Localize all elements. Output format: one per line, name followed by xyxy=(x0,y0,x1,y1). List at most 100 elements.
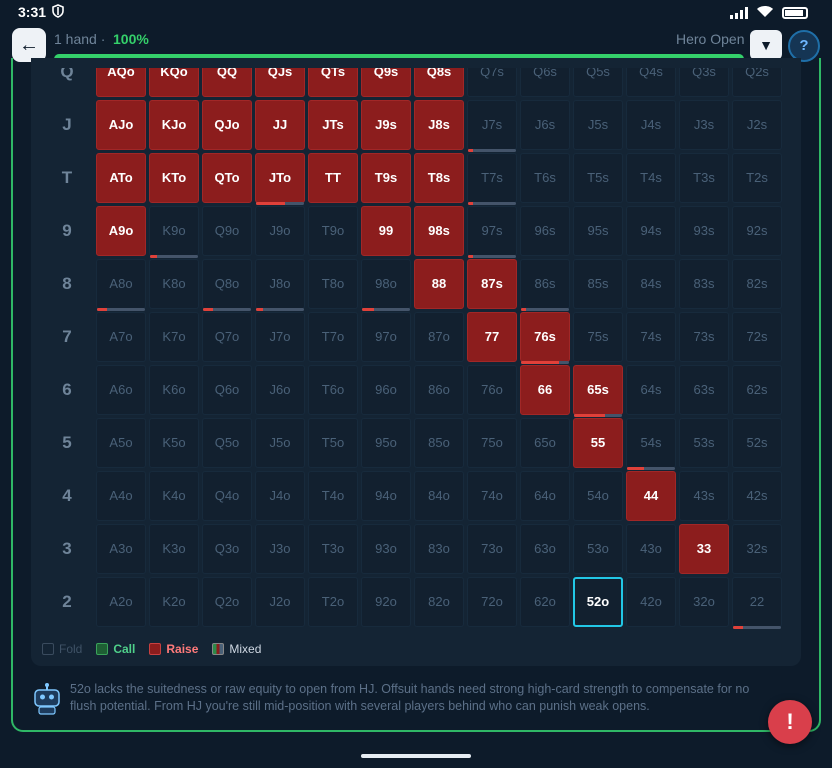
hand-cell[interactable]: T3o xyxy=(308,524,358,574)
hand-cell[interactable]: 74o xyxy=(467,471,517,521)
hand-cell[interactable]: AJo xyxy=(96,100,146,150)
hand-cell[interactable]: 87o xyxy=(414,312,464,362)
hand-cell[interactable]: QTs xyxy=(308,68,358,97)
hand-cell[interactable]: JTo xyxy=(255,153,305,205)
hand-cell[interactable]: 64s xyxy=(626,365,676,415)
hand-cell[interactable]: Q5o xyxy=(202,418,252,468)
hand-cell[interactable]: 86o xyxy=(414,365,464,415)
hand-cell[interactable]: 72o xyxy=(467,577,517,627)
hand-cell[interactable]: J3s xyxy=(679,100,729,150)
hand-cell[interactable]: 66 xyxy=(520,365,570,415)
hand-cell[interactable]: J6o xyxy=(255,365,305,415)
hand-cell[interactable]: Q9s xyxy=(361,68,411,97)
hand-cell[interactable]: 65s xyxy=(573,365,623,417)
hand-cell[interactable]: 32s xyxy=(732,524,782,574)
hand-cell[interactable]: 52s xyxy=(732,418,782,468)
hand-cell[interactable]: A9o xyxy=(96,206,146,256)
hand-cell[interactable]: Q3s xyxy=(679,68,729,97)
hand-cell[interactable]: 85s xyxy=(573,259,623,309)
hand-cell[interactable]: T7s xyxy=(467,153,517,205)
hand-cell[interactable]: 87s xyxy=(467,259,517,309)
hand-cell[interactable]: K8o xyxy=(149,259,199,309)
mode-dropdown-button[interactable]: ▼ xyxy=(750,30,782,60)
hand-cell[interactable]: 54s xyxy=(626,418,676,470)
hand-cell[interactable]: 42o xyxy=(626,577,676,627)
hand-cell[interactable]: 75o xyxy=(467,418,517,468)
hand-cell[interactable]: K6o xyxy=(149,365,199,415)
hand-cell[interactable]: Q2s xyxy=(732,68,782,97)
hand-cell[interactable]: 94s xyxy=(626,206,676,256)
hand-cell[interactable]: 84o xyxy=(414,471,464,521)
hand-cell[interactable]: Q6o xyxy=(202,365,252,415)
hand-cell[interactable]: T8s xyxy=(414,153,464,203)
hand-cell[interactable]: AQo xyxy=(96,68,146,97)
hand-cell[interactable]: 95o xyxy=(361,418,411,468)
hand-cell[interactable]: A3o xyxy=(96,524,146,574)
hand-cell[interactable]: J5s xyxy=(573,100,623,150)
hand-cell[interactable]: QJs xyxy=(255,68,305,97)
hand-cell[interactable]: T7o xyxy=(308,312,358,362)
hand-cell[interactable]: KTo xyxy=(149,153,199,203)
hand-cell[interactable]: J8o xyxy=(255,259,305,311)
hand-cell[interactable]: 53o xyxy=(573,524,623,574)
hand-cell[interactable]: 93o xyxy=(361,524,411,574)
hand-cell[interactable]: 85o xyxy=(414,418,464,468)
hand-cell[interactable]: 43o xyxy=(626,524,676,574)
hand-cell[interactable]: 83o xyxy=(414,524,464,574)
hand-cell[interactable]: T5o xyxy=(308,418,358,468)
hand-cell[interactable]: T3s xyxy=(679,153,729,203)
hand-cell[interactable]: 33 xyxy=(679,524,729,574)
hand-cell[interactable]: Q2o xyxy=(202,577,252,627)
hand-cell[interactable]: 88 xyxy=(414,259,464,309)
hand-cell[interactable]: QQ xyxy=(202,68,252,97)
hand-cell[interactable]: T4s xyxy=(626,153,676,203)
hand-cell[interactable]: 65o xyxy=(520,418,570,468)
hand-cell[interactable]: 55 xyxy=(573,418,623,468)
hand-cell[interactable]: 96o xyxy=(361,365,411,415)
hand-cell[interactable]: Q8s xyxy=(414,68,464,97)
hand-cell[interactable]: J7o xyxy=(255,312,305,362)
hand-cell[interactable]: QTo xyxy=(202,153,252,203)
hand-cell[interactable]: Q7o xyxy=(202,312,252,362)
hand-cell[interactable]: 84s xyxy=(626,259,676,309)
hand-cell[interactable]: 76s xyxy=(520,312,570,364)
hand-cell[interactable]: T4o xyxy=(308,471,358,521)
hand-cell[interactable]: 54o xyxy=(573,471,623,521)
hand-cell[interactable]: J9o xyxy=(255,206,305,256)
hand-cell[interactable]: 53s xyxy=(679,418,729,468)
hand-cell[interactable]: Q8o xyxy=(202,259,252,311)
hand-cell[interactable]: 82o xyxy=(414,577,464,627)
hand-cell[interactable]: 73s xyxy=(679,312,729,362)
hand-cell[interactable]: 64o xyxy=(520,471,570,521)
hand-cell[interactable]: Q9o xyxy=(202,206,252,256)
hand-cell[interactable]: 63o xyxy=(520,524,570,574)
hand-cell[interactable]: 83s xyxy=(679,259,729,309)
hand-cell[interactable]: T2o xyxy=(308,577,358,627)
hand-cell[interactable]: T6o xyxy=(308,365,358,415)
hand-cell[interactable]: QJo xyxy=(202,100,252,150)
hand-cell[interactable]: J6s xyxy=(520,100,570,150)
hand-cell[interactable]: Q4s xyxy=(626,68,676,97)
hand-cell[interactable]: 32o xyxy=(679,577,729,627)
hand-cell[interactable]: 82s xyxy=(732,259,782,309)
hand-cell[interactable]: T6s xyxy=(520,153,570,203)
hand-cell[interactable]: A4o xyxy=(96,471,146,521)
back-button[interactable]: ← xyxy=(12,28,46,62)
hand-cell[interactable]: T2s xyxy=(732,153,782,203)
hand-cell[interactable]: 22 xyxy=(732,577,782,629)
hand-cell[interactable]: 72s xyxy=(732,312,782,362)
hand-cell[interactable]: K3o xyxy=(149,524,199,574)
hand-cell[interactable]: 86s xyxy=(520,259,570,311)
hand-cell[interactable]: KQo xyxy=(149,68,199,97)
hand-cell[interactable]: A5o xyxy=(96,418,146,468)
hand-cell[interactable]: J7s xyxy=(467,100,517,152)
hand-cell[interactable]: 43s xyxy=(679,471,729,521)
hand-cell[interactable]: J2s xyxy=(732,100,782,150)
hand-cell[interactable]: JTs xyxy=(308,100,358,150)
hand-cell[interactable]: A7o xyxy=(96,312,146,362)
hand-cell[interactable]: 73o xyxy=(467,524,517,574)
hand-cell[interactable]: 97s xyxy=(467,206,517,258)
hand-cell[interactable]: 99 xyxy=(361,206,411,256)
hand-cell[interactable]: J5o xyxy=(255,418,305,468)
hand-cell[interactable]: 63s xyxy=(679,365,729,415)
